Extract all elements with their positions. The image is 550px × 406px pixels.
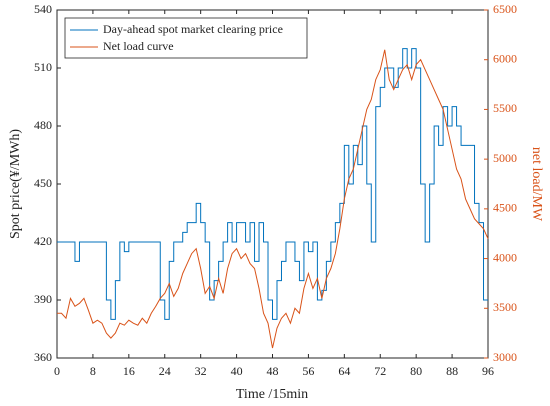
x-tick-label: 72 xyxy=(374,364,386,378)
y-tick-label: 390 xyxy=(34,292,52,306)
y2-tick-label: 3500 xyxy=(493,300,517,314)
x-tick-label: 0 xyxy=(54,364,60,378)
y-tick-label: 420 xyxy=(34,234,52,248)
x-tick-label: 96 xyxy=(482,364,494,378)
legend-label: Net load curve xyxy=(103,39,174,53)
x-tick-label: 8 xyxy=(90,364,96,378)
y-tick-label: 480 xyxy=(34,118,52,132)
y-tick-label: 360 xyxy=(34,350,52,364)
y2-tick-label: 5500 xyxy=(493,101,517,115)
y2-tick-label: 3000 xyxy=(493,350,517,364)
x-tick-label: 56 xyxy=(302,364,314,378)
y-tick-label: 540 xyxy=(34,2,52,16)
y-tick-label: 510 xyxy=(34,60,52,74)
y2-tick-label: 6000 xyxy=(493,51,517,65)
x-tick-label: 40 xyxy=(231,364,243,378)
x-tick-label: 32 xyxy=(195,364,207,378)
x-tick-label: 88 xyxy=(446,364,458,378)
y2-tick-label: 4500 xyxy=(493,201,517,215)
series-line xyxy=(57,49,489,349)
legend-label: Day-ahead spot market clearing price xyxy=(103,22,283,36)
x-tick-label: 48 xyxy=(267,364,279,378)
y2-tick-label: 6500 xyxy=(493,2,517,16)
x-tick-label: 16 xyxy=(123,364,135,378)
x-tick-label: 80 xyxy=(410,364,422,378)
x-tick-label: 24 xyxy=(159,364,171,378)
legend-box xyxy=(64,17,308,59)
y2-axis-label: net load/MW xyxy=(529,147,544,222)
series-line xyxy=(57,48,488,320)
y-axis-label: Spot price(¥/MWh) xyxy=(8,129,23,239)
x-axis-label: Time /15min xyxy=(236,387,308,402)
y-tick-label: 450 xyxy=(34,176,52,190)
x-tick-label: 64 xyxy=(338,364,350,378)
y2-tick-label: 5000 xyxy=(493,151,517,165)
y2-tick-label: 4000 xyxy=(493,250,517,264)
